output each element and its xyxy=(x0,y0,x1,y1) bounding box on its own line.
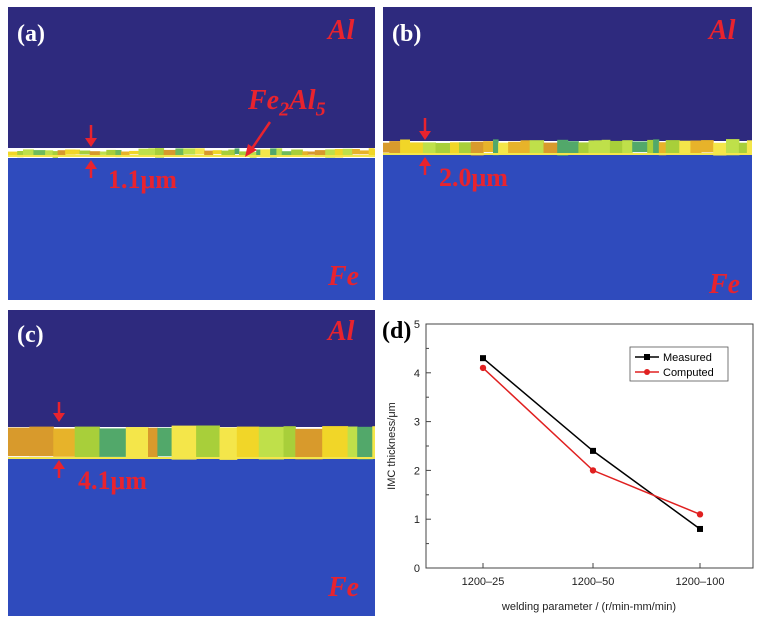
panel-a-label: (a) xyxy=(17,21,45,47)
y-tick-label: 2 xyxy=(414,465,420,477)
chart-panel-d: 0 1 2 3 4 5 1200–25 1200–50 1200–100 IMC thickn… xyxy=(378,310,760,623)
legend-marker xyxy=(644,354,650,360)
panel-b-fe-label: Fe xyxy=(709,269,741,300)
y-tick-label: 4 xyxy=(414,368,420,380)
micrograph-panel-c: (c) Al Fe 4.1μm xyxy=(8,310,375,616)
data-point-computed xyxy=(479,364,487,372)
micrograph-c-image xyxy=(8,310,375,616)
panel-c-al-label: Al xyxy=(328,316,355,347)
data-point-measured xyxy=(590,447,596,454)
legend-label: Computed xyxy=(663,367,714,379)
series-line-computed xyxy=(482,367,701,515)
y-tick-label: 0 xyxy=(414,563,420,575)
imc-thickness-chart: 0 1 2 3 4 5 1200–25 1200–50 1200–100 IMC thickn… xyxy=(386,319,754,613)
panel-b-label: (b) xyxy=(392,21,422,47)
panel-c-label: (c) xyxy=(17,322,44,348)
x-axis-label: welding parameter / (r/min-mm/min) xyxy=(501,601,676,613)
data-point-computed xyxy=(589,467,597,474)
micrograph-panel-b: (b) Al Fe 2.0μm xyxy=(383,7,752,300)
thickness-label-a: 1.1μm xyxy=(108,165,177,194)
legend-marker xyxy=(644,369,650,375)
panel-d-label: (d) xyxy=(382,318,412,344)
thickness-label-b: 2.0μm xyxy=(439,163,508,192)
data-point-measured xyxy=(697,525,703,532)
panel-b-al-label: Al xyxy=(709,15,736,46)
panel-a-fe-label: Fe xyxy=(328,261,360,292)
micrograph-b-image xyxy=(383,7,752,300)
y-tick-label: 3 xyxy=(414,417,420,429)
y-tick-label: 5 xyxy=(414,319,420,331)
y-axis-label: IMC thickness/μm xyxy=(386,402,398,490)
legend-label: Measured xyxy=(663,352,712,364)
panel-a-al-label: Al xyxy=(328,15,355,46)
x-tick-label: 1200–100 xyxy=(676,576,725,588)
data-point-measured xyxy=(480,355,486,362)
x-tick-label: 1200–25 xyxy=(462,576,505,588)
chart-legend: Measured Computed xyxy=(629,346,729,382)
micrograph-panel-a: (a) Al Fe Fe2Al5 1.1μm xyxy=(8,7,375,300)
x-tick-label: 1200–50 xyxy=(572,576,615,588)
phase-label-fe2al5: Fe2Al5 xyxy=(248,85,326,121)
thickness-label-c: 4.1μm xyxy=(78,466,147,495)
series-line-measured xyxy=(482,357,701,530)
panel-c-fe-label: Fe xyxy=(328,572,360,603)
y-tick-label: 1 xyxy=(414,514,420,526)
data-point-computed xyxy=(696,511,704,518)
micrograph-a-image xyxy=(8,7,375,300)
